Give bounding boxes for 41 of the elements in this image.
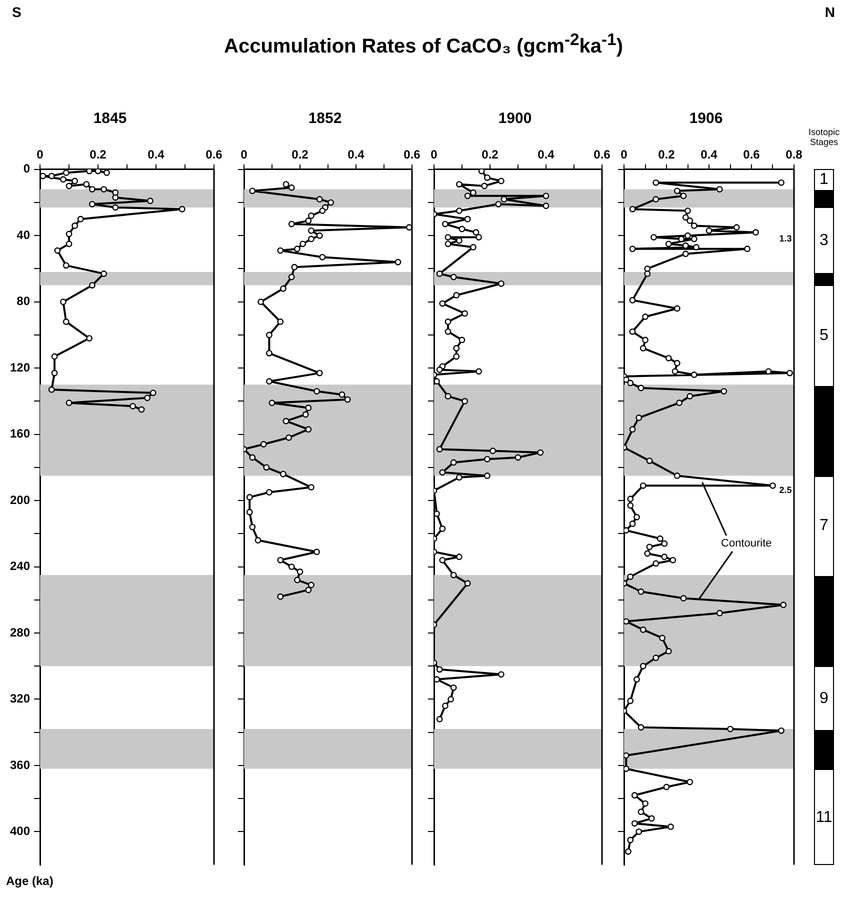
x-tick-label: 0.6 xyxy=(206,148,223,162)
y-tick-label: 80 xyxy=(16,294,30,308)
chart-title: 1900 xyxy=(498,110,532,128)
annotation: 2.5 xyxy=(779,485,792,496)
x-tick-label: 0 xyxy=(430,148,438,162)
y-tick-label: 280 xyxy=(10,625,30,640)
x-tick-label: 0 xyxy=(36,148,44,162)
x-tick-label: 0.2 xyxy=(658,148,676,162)
y-tick-label: 400 xyxy=(10,824,30,838)
text: Accumulation Rates of CaCO₃ (gcm$^{-2}$ka$^{-1}$) xyxy=(223,30,624,59)
x-tick-label: 0.2 xyxy=(292,148,309,162)
y-tick-label: 320 xyxy=(10,692,30,706)
y-tick-label: 0 xyxy=(23,162,30,176)
x-tick-label: 0.2 xyxy=(482,148,499,162)
text: Isotopic Stages xyxy=(807,127,841,148)
chart-title: 1845 xyxy=(93,110,127,128)
y-tick-label: 240 xyxy=(10,559,30,574)
x-tick-label: 0.4 xyxy=(538,148,555,162)
x-tick-label: 0.6 xyxy=(594,148,611,162)
y-tick-label: 200 xyxy=(10,492,30,507)
x-tick-label: 0.4 xyxy=(348,148,365,162)
chart-title: 1906 xyxy=(689,110,723,128)
y-tick-label: 120 xyxy=(10,360,30,374)
chart-title: 1852 xyxy=(308,110,342,128)
x-tick-label: 0.8 xyxy=(786,148,803,162)
x-tick-label: 0.6 xyxy=(743,148,760,162)
stage-column: 1 3 5 7 9 11 xyxy=(814,169,834,865)
x-tick-label: 0 xyxy=(240,148,248,162)
x-tick-label: 0.4 xyxy=(700,148,718,162)
y-tick-label: 160 xyxy=(10,426,30,441)
text: N xyxy=(824,4,835,20)
x-tick-label: 0 xyxy=(620,148,628,162)
annotation: 1.3 xyxy=(779,233,792,244)
x-tick-label: 0.2 xyxy=(90,148,107,162)
y-tick-label: 40 xyxy=(16,228,30,242)
x-tick-label: 0.4 xyxy=(148,148,165,162)
y-axis-title: Age (ka) xyxy=(6,874,54,888)
annotation: Contourite xyxy=(721,538,772,550)
text: S xyxy=(12,4,22,20)
x-tick-label: 0.6 xyxy=(404,148,421,162)
y-tick-label: 360 xyxy=(10,758,30,772)
